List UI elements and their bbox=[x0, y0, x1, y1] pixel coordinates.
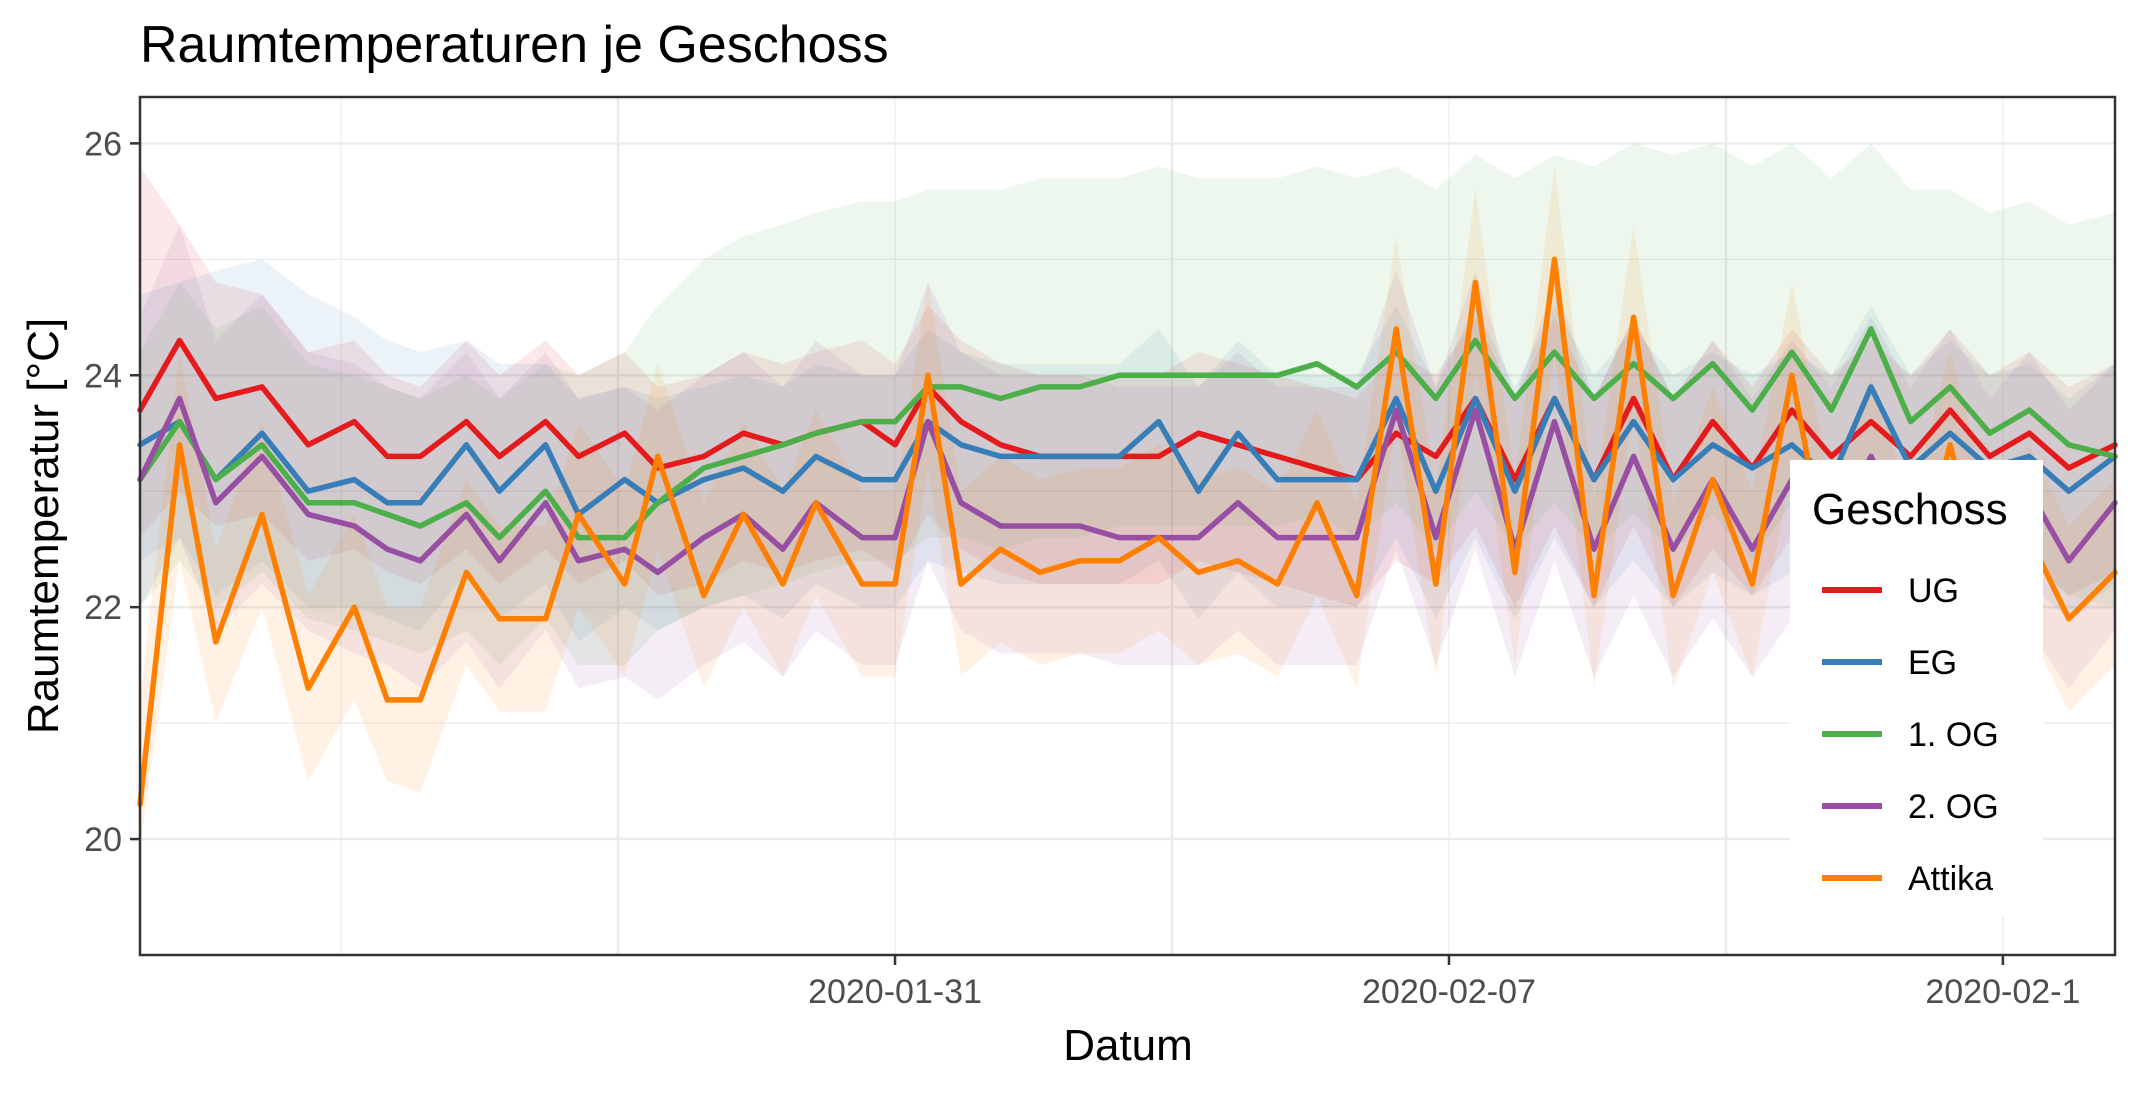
band-attika bbox=[140, 166, 2115, 851]
legend: Geschoss UG EG 1. OG 2. OG Attika bbox=[1790, 460, 2043, 915]
grid-lines bbox=[140, 97, 2115, 955]
legend-label-eg: EG bbox=[1908, 644, 1957, 682]
plot-border bbox=[138, 95, 2117, 957]
x-axis-ticks: 2020-01-31 2020-02-07 2020-02-1 bbox=[808, 955, 2080, 1011]
y-tick-label: 26 bbox=[84, 125, 122, 163]
y-tick-label: 20 bbox=[84, 821, 122, 859]
y-axis-ticks: 20 22 24 26 bbox=[84, 125, 140, 859]
legend-label-2-og: 2. OG bbox=[1908, 788, 1999, 826]
x-tick-label: 2020-01-31 bbox=[808, 973, 982, 1011]
legend-label-1-og: 1. OG bbox=[1908, 716, 1999, 754]
legend-label-attika: Attika bbox=[1908, 860, 1993, 898]
y-tick-label: 22 bbox=[84, 589, 122, 627]
band-ug bbox=[140, 166, 2115, 608]
plot-panel bbox=[140, 97, 2115, 955]
series-lines bbox=[137, 256, 2118, 808]
band-2-og bbox=[140, 224, 2115, 700]
legend-label-ug: UG bbox=[1908, 572, 1959, 610]
x-axis-title: Datum bbox=[1063, 1021, 1193, 1070]
series-line-2-og bbox=[137, 395, 2118, 576]
y-axis-title: Raumtemperatur [°C] bbox=[19, 318, 68, 734]
x-tick-label: 2020-02-1 bbox=[1925, 973, 2080, 1011]
y-tick-label: 24 bbox=[84, 357, 122, 395]
x-tick-label: 2020-02-07 bbox=[1362, 973, 1536, 1011]
series-line-attika bbox=[137, 256, 2118, 808]
band-1-og bbox=[140, 143, 2115, 666]
chart-title: Raumtemperaturen je Geschoss bbox=[140, 16, 889, 74]
legend-box bbox=[1790, 460, 2043, 915]
series-line-1-og bbox=[137, 326, 2118, 541]
legend-items: UG EG 1. OG 2. OG Attika bbox=[1822, 572, 1999, 898]
legend-title: Geschoss bbox=[1812, 485, 2008, 534]
